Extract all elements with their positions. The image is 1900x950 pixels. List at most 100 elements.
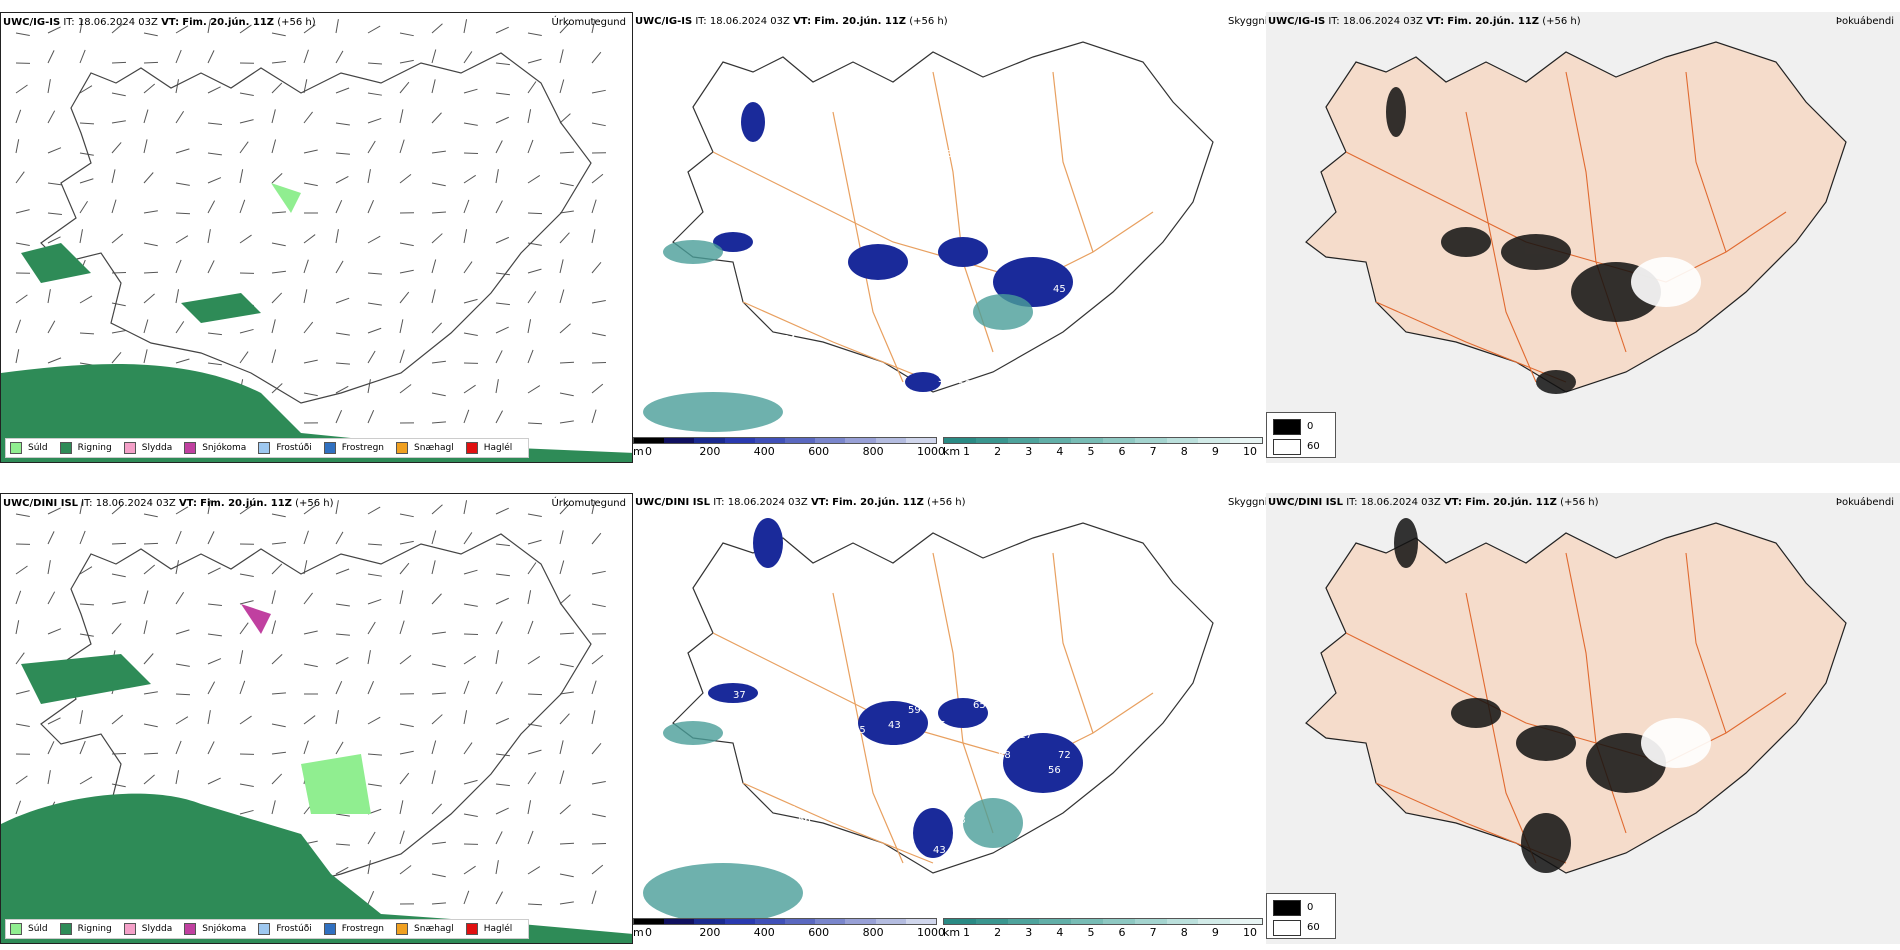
- wind-barb: [47, 289, 51, 304]
- wind-barb: [79, 530, 86, 545]
- wind-barb: [143, 61, 159, 64]
- wind-barb: [303, 321, 314, 334]
- visibility-value-label: 56: [1048, 765, 1061, 776]
- colorbar-segment: [1166, 919, 1199, 924]
- precip-legend-row1: Súld Rigning Slydda Snjókoma Frostúði Fr…: [5, 438, 530, 458]
- wind-barb: [271, 513, 286, 518]
- colorbar-tick-label: 5: [1087, 445, 1095, 458]
- wind-barb: [463, 19, 468, 34]
- wind-barb: [431, 49, 437, 64]
- legend-swatch: [10, 923, 22, 935]
- wind-barb: [111, 601, 126, 605]
- wind-barb: [431, 770, 436, 785]
- wind-barb: [399, 173, 412, 184]
- wind-barb: [527, 109, 532, 124]
- wind-barb: [207, 200, 216, 214]
- wind-barb: [559, 691, 574, 695]
- wind-barb: [431, 360, 446, 364]
- wind-barb: [15, 513, 30, 518]
- wind-barb: [367, 327, 382, 334]
- wind-barb: [47, 50, 55, 64]
- legend-swatch: [59, 442, 72, 454]
- wind-barb: [239, 650, 244, 665]
- fog-panel-label-row2: Þokuábendi: [1835, 497, 1894, 508]
- wind-barb: [527, 800, 532, 815]
- wind-barb: [303, 182, 318, 187]
- wind-barb: [15, 32, 30, 37]
- wind-barb: [143, 653, 154, 665]
- wind-barb: [367, 169, 371, 184]
- wind-barb: [559, 323, 571, 334]
- wind-barb: [495, 410, 503, 424]
- wind-barb: [143, 620, 148, 635]
- wind-barb: [175, 79, 180, 94]
- wind-barb: [207, 710, 211, 725]
- colorbar-segment: [975, 919, 1008, 924]
- wind-barb: [431, 663, 446, 668]
- wind-barb: [559, 79, 565, 94]
- wind-barb: [527, 139, 534, 154]
- wind-barb: [15, 723, 30, 728]
- wind-barb: [399, 830, 405, 845]
- legend-item: Rigning: [59, 442, 112, 454]
- visibility-value-label: 66: [783, 805, 796, 816]
- wind-barb: [79, 178, 94, 184]
- wind-barb: [15, 565, 28, 575]
- wind-barb: [15, 294, 28, 304]
- wind-barb: [367, 860, 371, 875]
- legend-item: Snæhagl: [396, 442, 454, 454]
- visibility-panel-row2: 46 37 72 280 59 65 43 55 127 45 88 72 56 65 53 43 66 66 65…: [633, 493, 1266, 944]
- km-colorbar-strip: [943, 437, 1263, 444]
- wind-barb: [559, 210, 574, 214]
- wind-barb: [463, 779, 478, 785]
- wind-barb: [143, 752, 159, 755]
- fog-map-row1: [1305, 41, 1847, 394]
- wind-barb: [303, 715, 316, 725]
- colorbar-tick-label: 6: [1118, 926, 1126, 939]
- legend-swatch: [184, 442, 197, 454]
- wind-barb: [495, 597, 509, 605]
- wind-barb: [527, 539, 542, 545]
- colorbar-segment: [694, 919, 725, 924]
- wind-barb: [175, 663, 190, 667]
- visibility-title-row1: UWC/IG-IS IT: 18.06.2024 03Z VT: Fim. 20…: [635, 16, 948, 27]
- wind-barb: [111, 714, 124, 725]
- wind-barb: [495, 783, 510, 787]
- wind-barb: [367, 235, 381, 244]
- wind-barb: [207, 229, 211, 244]
- wind-barb: [527, 58, 542, 64]
- colorbar-tick-label: 9: [1211, 926, 1219, 939]
- wind-barb: [175, 770, 180, 785]
- wind-barb: [303, 530, 309, 545]
- wind-barb: [399, 772, 410, 785]
- wind-barb: [143, 590, 149, 605]
- wind-barb: [335, 813, 350, 817]
- legend-item: Frostregn: [323, 923, 384, 935]
- wind-barb: [207, 86, 221, 94]
- wind-barb: [335, 176, 349, 184]
- visibility-value-label: 64: [873, 224, 886, 235]
- wind-barb: [271, 242, 286, 247]
- wind-barb: [79, 776, 93, 785]
- wind-barb: [271, 590, 276, 605]
- wind-barb: [431, 79, 436, 94]
- visibility-value-label: 50: [938, 374, 951, 385]
- wind-barb: [559, 49, 564, 64]
- wind-barb: [303, 234, 316, 244]
- wind-barb: [591, 332, 606, 337]
- wind-barb: [143, 32, 158, 37]
- wind-barb: [15, 319, 22, 334]
- wind-barb: [239, 92, 254, 97]
- precip-title-row1: UWC/IG-IS IT: 18.06.2024 03Z VT: Fim. 20…: [3, 17, 316, 28]
- wind-barb: [495, 302, 510, 306]
- colorbar-tick-label: 1: [963, 926, 970, 939]
- fog-legend-black: [1273, 900, 1301, 916]
- colorbar-segment: [1230, 438, 1262, 443]
- wind-barb: [207, 633, 222, 637]
- wind-barb: [47, 591, 56, 605]
- wind-barb: [47, 26, 61, 34]
- wind-barb: [207, 19, 211, 34]
- wind-barb: [367, 350, 376, 364]
- wind-barb: [239, 328, 254, 334]
- visibility-value-label: 47: [988, 214, 1001, 225]
